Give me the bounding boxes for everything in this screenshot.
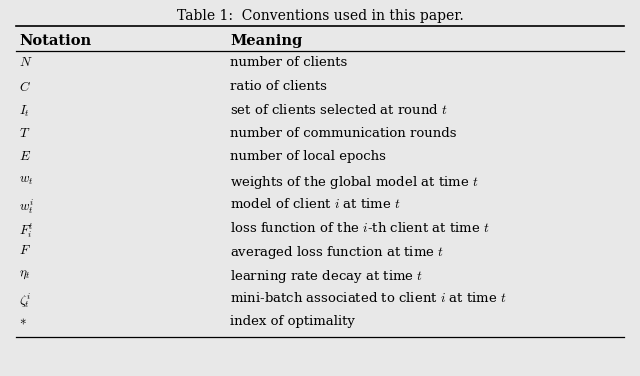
Text: number of local epochs: number of local epochs — [230, 150, 387, 164]
Text: $E$: $E$ — [19, 150, 31, 164]
Text: $F$: $F$ — [19, 244, 31, 258]
Text: $T$: $T$ — [19, 127, 31, 140]
Text: Notation: Notation — [19, 34, 92, 48]
Text: learning rate decay at time $t$: learning rate decay at time $t$ — [230, 268, 424, 285]
Text: $*$: $*$ — [19, 315, 27, 328]
Text: $N$: $N$ — [19, 56, 33, 70]
Text: $I_t$: $I_t$ — [19, 103, 30, 119]
Text: Table 1:  Conventions used in this paper.: Table 1: Conventions used in this paper. — [177, 9, 463, 23]
Text: $w_t$: $w_t$ — [19, 174, 34, 187]
Text: $\eta_t$: $\eta_t$ — [19, 268, 31, 281]
Text: loss function of the $i$-th client at time $t$: loss function of the $i$-th client at ti… — [230, 221, 490, 235]
Text: model of client $i$ at time $t$: model of client $i$ at time $t$ — [230, 197, 401, 211]
Text: weights of the global model at time $t$: weights of the global model at time $t$ — [230, 174, 479, 191]
Text: $C$: $C$ — [19, 80, 31, 94]
Text: $w_t^i$: $w_t^i$ — [19, 197, 34, 216]
Text: $\zeta_t^i$: $\zeta_t^i$ — [19, 291, 31, 310]
Text: Meaning: Meaning — [230, 34, 303, 48]
Text: index of optimality: index of optimality — [230, 315, 355, 328]
Text: number of communication rounds: number of communication rounds — [230, 127, 457, 140]
Text: number of clients: number of clients — [230, 56, 348, 70]
Text: set of clients selected at round $t$: set of clients selected at round $t$ — [230, 103, 448, 117]
Text: $F_i^t$: $F_i^t$ — [19, 221, 34, 240]
Text: averaged loss function at time $t$: averaged loss function at time $t$ — [230, 244, 445, 261]
Text: mini-batch associated to client $i$ at time $t$: mini-batch associated to client $i$ at t… — [230, 291, 508, 305]
Text: ratio of clients: ratio of clients — [230, 80, 327, 93]
